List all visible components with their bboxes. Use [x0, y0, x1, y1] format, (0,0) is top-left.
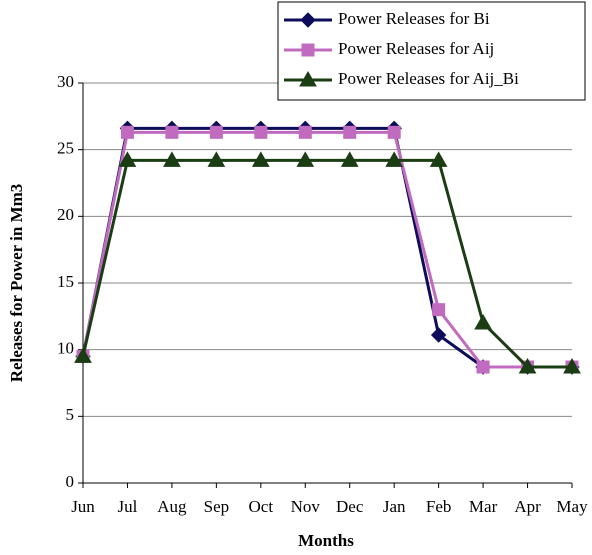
- marker: [432, 303, 446, 317]
- marker: [476, 360, 490, 374]
- marker: [518, 357, 537, 374]
- marker: [343, 125, 357, 139]
- marker: [165, 125, 179, 139]
- x-tick-label: Dec: [336, 497, 364, 516]
- x-tick-label: Jun: [71, 497, 95, 516]
- marker: [163, 151, 181, 167]
- legend: Power Releases for Bi Power Releases for …: [277, 1, 586, 101]
- x-tick-label: Nov: [291, 497, 321, 516]
- legend-label: Power Releases for Aij_Bi: [338, 69, 519, 88]
- marker: [209, 125, 223, 139]
- marker: [118, 151, 137, 167]
- x-tick-label: Oct: [249, 497, 274, 516]
- y-tick-label: 20: [57, 205, 74, 224]
- marker: [429, 151, 448, 167]
- series-line: [81, 158, 572, 369]
- marker: [207, 151, 226, 167]
- marker: [385, 151, 404, 167]
- x-tick-label: Apr: [514, 497, 541, 516]
- marker: [563, 357, 581, 374]
- x-tick-label: May: [556, 497, 588, 516]
- marker: [299, 70, 317, 87]
- y-tick-label: 10: [57, 339, 74, 358]
- x-tick-label: Jul: [118, 497, 138, 516]
- x-tick-label: Aug: [157, 497, 187, 516]
- y-tick-label: 30: [57, 72, 74, 91]
- series-line: [81, 130, 572, 369]
- x-tick-label: Feb: [426, 497, 452, 516]
- marker: [387, 125, 401, 139]
- marker: [120, 125, 134, 139]
- marker: [251, 151, 270, 167]
- marker: [430, 327, 447, 343]
- marker: [340, 151, 359, 167]
- plot: [74, 120, 581, 375]
- y-tick-label: 15: [57, 272, 74, 291]
- marker: [296, 151, 315, 167]
- x-axis-title: Months: [298, 531, 354, 550]
- y-axis-title: Releases for Power in Mm3: [7, 184, 26, 383]
- series-line: [81, 126, 572, 369]
- marker: [300, 12, 316, 28]
- x-tick-label: Jan: [383, 497, 406, 516]
- marker: [254, 125, 268, 139]
- legend-label: Power Releases for Bi: [338, 9, 490, 28]
- y-tick-label: 5: [66, 405, 75, 424]
- marker: [298, 125, 312, 139]
- marker: [74, 347, 92, 363]
- marker: [301, 43, 315, 57]
- x-tick-label: Sep: [204, 497, 230, 516]
- marker: [474, 313, 492, 330]
- y-tick-label: 0: [66, 472, 75, 491]
- y-tick-label: 25: [57, 139, 74, 158]
- grid: 0 5 10 15 20 25 30 Jun Jul Aug Sep Oct Nov Dec Jan Feb M…: [57, 72, 588, 516]
- x-tick-label: Mar: [469, 497, 498, 516]
- legend-label: Power Releases for Aij: [338, 39, 494, 58]
